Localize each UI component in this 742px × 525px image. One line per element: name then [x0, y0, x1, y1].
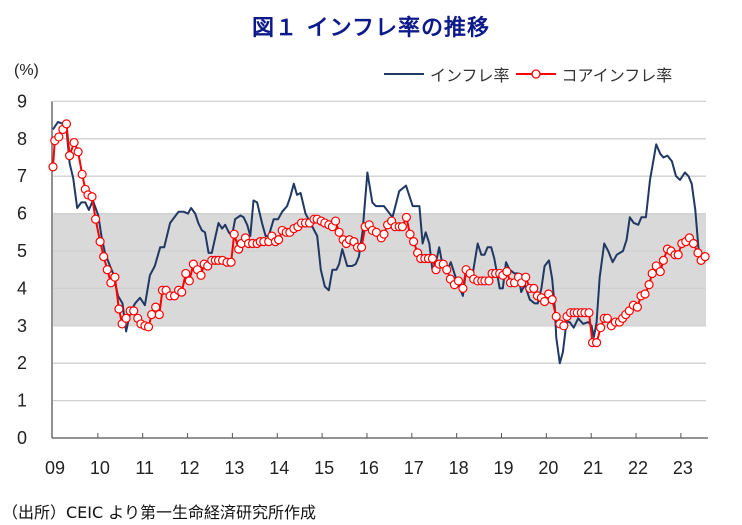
core-inflation-point — [401, 212, 412, 222]
core-inflation-point — [442, 265, 452, 275]
core-inflation-point — [397, 222, 407, 232]
x-tick-label: 20 — [538, 458, 558, 478]
core-inflation-point — [196, 270, 206, 280]
core-inflation-point — [700, 252, 710, 262]
y-tick-label: 0 — [17, 428, 27, 448]
core-inflation-point — [48, 162, 58, 172]
core-inflation-point — [181, 268, 191, 279]
core-inflation-point — [61, 119, 72, 129]
y-tick-label: 5 — [17, 241, 27, 261]
x-tick-label: 17 — [404, 458, 424, 478]
legend-label-core: コアインフレ率 — [561, 66, 673, 85]
chart-title: 図１ インフレ率の推移 — [252, 16, 490, 41]
core-inflation-point — [91, 214, 101, 224]
x-tick-label: 22 — [628, 458, 648, 478]
core-inflation-point — [551, 311, 561, 322]
core-inflation-point — [273, 235, 284, 245]
core-inflation-point — [330, 216, 341, 226]
x-tick-label: 19 — [493, 458, 513, 478]
legend-item-inflation: インフレ率 — [382, 62, 510, 86]
y-tick-label: 1 — [17, 391, 27, 411]
core-inflation-point — [673, 250, 683, 260]
x-tick-label: 23 — [673, 458, 693, 478]
core-inflation-point — [154, 309, 164, 320]
core-inflation-point — [95, 237, 105, 247]
core-inflation-point — [632, 302, 642, 312]
core-inflation-point — [114, 304, 124, 314]
x-tick-label: 14 — [269, 458, 289, 478]
core-inflation-point — [484, 276, 494, 286]
core-inflation-point — [110, 272, 120, 282]
core-inflation-point — [54, 132, 64, 142]
core-inflation-point — [356, 242, 367, 252]
core-inflation-point — [502, 266, 512, 277]
core-inflation-point — [87, 192, 97, 202]
y-tick-label: 6 — [17, 204, 27, 224]
core-inflation-point — [547, 295, 557, 305]
core-inflation-point — [226, 257, 236, 267]
core-inflation-point — [539, 296, 550, 307]
core-inflation-point — [559, 321, 569, 331]
core-inflation-point — [584, 308, 594, 318]
inflation-line — [52, 121, 702, 365]
core-inflation-point — [64, 151, 75, 161]
core-inflation-point — [658, 255, 669, 265]
core-inflation-point — [693, 248, 703, 258]
core-inflation-point — [427, 253, 438, 264]
core-inflation-point — [655, 266, 665, 277]
x-tick-label: 16 — [359, 458, 379, 478]
core-inflation-point — [408, 237, 419, 247]
core-inflation-point — [229, 229, 239, 239]
core-inflation-point — [602, 313, 612, 323]
y-tick-label: 3 — [17, 316, 27, 336]
x-tick-label: 11 — [135, 458, 154, 478]
source-note: （出所）CEIC より第一生命経済研究所作成 — [2, 503, 316, 522]
legend: インフレ率 コアインフレ率 — [382, 62, 672, 86]
legend-item-core: コアインフレ率 — [514, 62, 673, 86]
legend-line-inflation-icon — [384, 73, 424, 75]
core-inflation-point — [647, 268, 657, 279]
core-inflation-point — [121, 313, 131, 323]
y-tick-label: 7 — [17, 166, 27, 186]
legend-line-core-icon — [515, 69, 556, 79]
core-inflation-point — [102, 265, 112, 275]
core-inflation-point — [184, 276, 194, 286]
core-inflation-point — [129, 306, 139, 316]
core-inflation-point — [177, 287, 187, 297]
y-tick-label: 9 — [17, 91, 27, 111]
x-tick-label: 12 — [180, 458, 200, 478]
core-inflation-point — [147, 309, 157, 320]
core-inflation-point — [379, 229, 389, 239]
core-inflation-point — [453, 276, 464, 286]
y-tick-label: 4 — [17, 278, 27, 298]
y-axis-unit: (%) — [14, 62, 39, 79]
core-inflation-point — [640, 289, 650, 299]
core-inflation-point — [644, 280, 654, 290]
legend-label-inflation: インフレ率 — [430, 66, 510, 85]
x-tick-label: 13 — [224, 458, 244, 478]
core-inflation-point — [69, 137, 79, 148]
core-inflation-point — [596, 323, 606, 333]
core-inflation-point — [73, 147, 83, 157]
x-tick-label: 10 — [90, 458, 110, 478]
core-inflation-point — [688, 238, 699, 249]
core-inflation-point — [529, 283, 539, 293]
core-inflation-point — [405, 229, 415, 239]
core-inflation-point — [99, 252, 109, 262]
x-tick-label: 09 — [45, 458, 65, 478]
core-inflation-point — [334, 227, 344, 237]
y-tick-label: 8 — [17, 129, 27, 149]
x-tick-label: 21 — [583, 458, 603, 478]
core-inflation-point — [143, 322, 154, 332]
core-inflation-point — [458, 283, 468, 293]
x-tick-label: 15 — [314, 458, 334, 478]
core-inflation-point — [77, 169, 87, 179]
core-inflation-point — [521, 272, 531, 282]
core-inflation-point — [151, 302, 161, 312]
x-tick-label: 18 — [449, 458, 469, 478]
core-inflation-point — [591, 338, 602, 348]
y-tick-label: 2 — [17, 353, 27, 373]
